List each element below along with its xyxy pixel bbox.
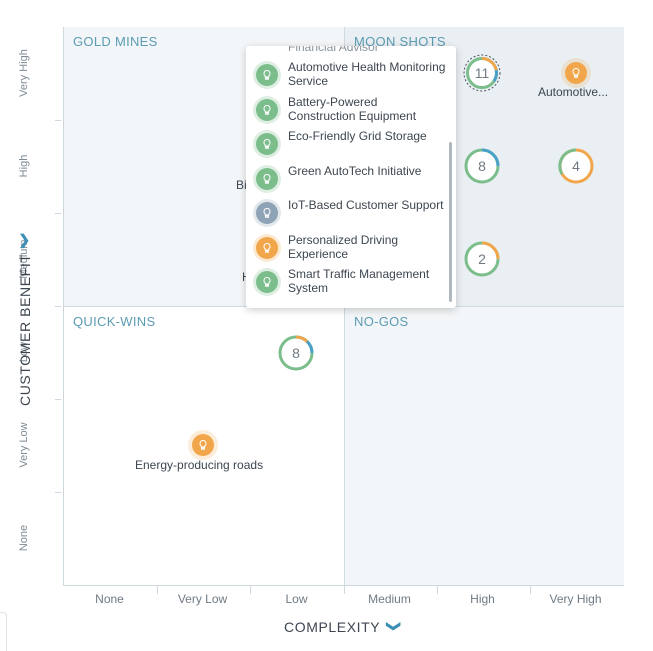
lightbulb-icon [572, 67, 580, 78]
quadrant-label-quick-wins: QUICK-WINS [73, 314, 156, 329]
x-tick-mark [157, 586, 158, 594]
y-tick-label: Very High [18, 49, 30, 97]
x-tick-label: High [470, 592, 495, 606]
cluster-ring-icon [463, 54, 501, 92]
x-tick-mark [437, 586, 438, 594]
lightbulb-icon [256, 271, 278, 293]
dropdown-item[interactable]: Green AutoTech Initiative [256, 164, 446, 190]
cluster-count: 8 [478, 158, 486, 174]
lightbulb-icon [256, 202, 278, 224]
cluster-count: 8 [292, 345, 300, 361]
y-tick-label: High [18, 154, 30, 178]
cluster-marker-11[interactable]: 11 [463, 54, 501, 92]
dropdown-item-label: IoT-Based Customer Support [288, 198, 444, 212]
lightbulb-icon [199, 439, 207, 450]
x-tick-label: None [95, 592, 124, 606]
x-tick-label: Medium [368, 592, 411, 606]
cluster-count: 4 [572, 158, 580, 174]
quadrant-no-gos: NO-GOS [344, 306, 624, 585]
y-tick-label: Very Low [18, 422, 30, 468]
idea-pin-automotive[interactable] [565, 62, 587, 84]
x-tick-mark [530, 586, 531, 594]
dropdown-item-label: Green AutoTech Initiative [288, 164, 422, 178]
lightbulb-icon [256, 99, 278, 121]
dropdown-item-label: Battery-Powered Construction Equipment [288, 95, 417, 123]
lightbulb-icon [256, 133, 278, 155]
idea-label-energy-roads: Energy-producing roads [135, 458, 264, 472]
quadrant-label-no-gos: NO-GOS [354, 314, 409, 329]
x-tick-label: Low [285, 592, 308, 606]
y-axis-title: CUSTOMER BENEFIT [16, 253, 33, 406]
cluster-items-dropdown[interactable]: Financial Advisor Automotive Health Moni… [246, 46, 456, 308]
quadrant-label-gold-mines: GOLD MINES [73, 34, 158, 49]
y-tick-label: None [18, 524, 30, 552]
x-tick-label: Very High [549, 592, 602, 606]
lightbulb-icon [256, 237, 278, 259]
cluster-ring-icon [278, 335, 314, 371]
idea-pin-energy-roads[interactable] [192, 434, 214, 456]
partial-idea-label: Bi [236, 178, 247, 192]
dropdown-item[interactable]: Smart Traffic Management System [256, 267, 446, 295]
chevron-down-icon: ❯ [386, 620, 403, 633]
y-tick-mark [55, 306, 61, 307]
dropdown-item-label: Personalized Driving Experience [288, 233, 399, 261]
dropdown-item-label: Automotive Health Monitoring Service [288, 60, 446, 88]
x-tick-mark [250, 586, 251, 594]
x-tick-mark [344, 586, 345, 594]
y-axis-selector[interactable]: CUSTOMER BENEFIT ❯ [16, 230, 33, 406]
quadrant-label-moon-shots: MOON SHOTS [354, 34, 446, 49]
dropdown-item-label: Smart Traffic Management System [288, 267, 430, 295]
dropdown-scrollbar[interactable] [449, 142, 452, 302]
x-tick-label: Very Low [177, 592, 228, 606]
y-tick-mark [55, 399, 61, 400]
lightbulb-icon [256, 64, 278, 86]
chevron-down-icon: ❯ [18, 230, 31, 247]
dropdown-item[interactable]: Personalized Driving Experience [256, 233, 446, 261]
cluster-marker-4[interactable]: 4 [557, 147, 595, 185]
y-tick-mark [55, 213, 61, 214]
cluster-marker-8-quick-wins[interactable]: 8 [277, 334, 315, 372]
panel-edge [0, 612, 7, 651]
dropdown-partial-item: Financial Advisor [288, 46, 379, 54]
cluster-count: 2 [478, 251, 486, 267]
cluster-marker-2[interactable]: 2 [463, 240, 501, 278]
cluster-ring-icon [464, 241, 500, 277]
dropdown-item[interactable]: Eco-Friendly Grid Storage [256, 129, 446, 155]
cluster-count: 11 [474, 65, 490, 81]
y-tick-mark [55, 120, 61, 121]
dropdown-item[interactable]: Automotive Health Monitoring Service [256, 60, 446, 88]
dropdown-item[interactable]: Battery-Powered Construction Equipment [256, 95, 446, 123]
cluster-ring-icon [464, 148, 500, 184]
dropdown-item-label: Eco-Friendly Grid Storage [288, 129, 427, 143]
cluster-ring-icon [558, 148, 594, 184]
dropdown-item[interactable]: IoT-Based Customer Support [256, 198, 446, 224]
idea-label-automotive: Automotive... [538, 85, 609, 99]
x-axis-title: COMPLEXITY [284, 618, 381, 635]
cluster-marker-8[interactable]: 8 [463, 147, 501, 185]
x-axis-selector[interactable]: COMPLEXITY ❯ [284, 618, 403, 635]
lightbulb-icon [256, 168, 278, 190]
y-tick-mark [55, 492, 61, 493]
